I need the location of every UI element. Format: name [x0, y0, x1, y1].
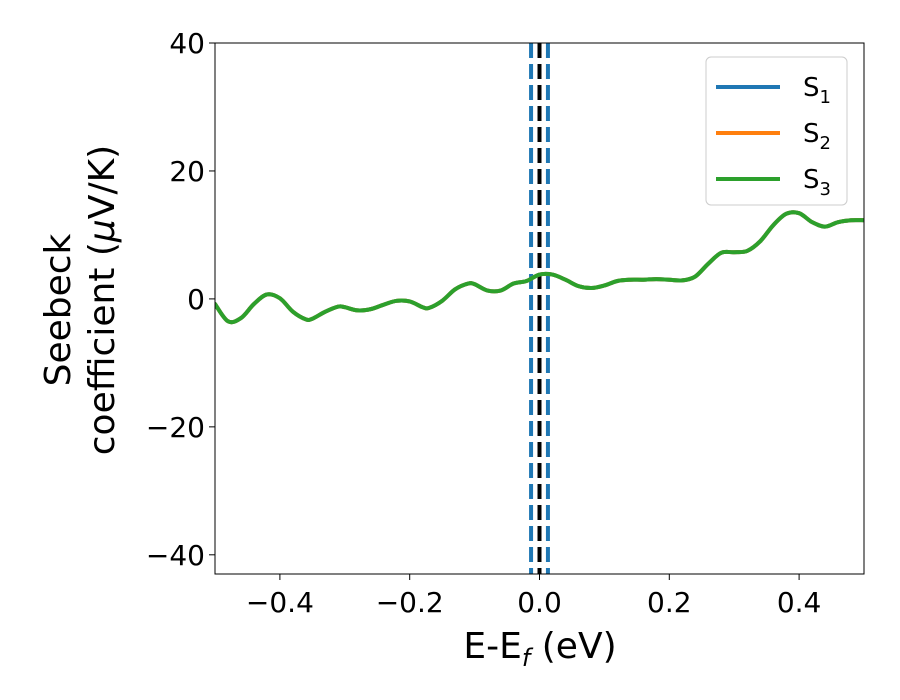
y-tick-label: 0 — [187, 283, 205, 316]
y-tick-label: 20 — [169, 155, 205, 188]
legend-label-s3: S3 — [803, 165, 831, 200]
x-axis-label: E-Ef (eV) — [463, 626, 616, 672]
y-tick-label: −20 — [146, 411, 205, 444]
series-line-s3 — [215, 210, 864, 325]
x-tick-label: −0.4 — [246, 586, 314, 619]
x-tick-label: 0.0 — [517, 586, 562, 619]
y-axis-label-line2: coefficient (μV/K) — [82, 145, 123, 455]
y-tick-label: −40 — [146, 539, 205, 572]
x-tick-label: −0.2 — [376, 586, 444, 619]
x-tick-label: 0.2 — [647, 586, 692, 619]
legend-label-s1: S1 — [803, 73, 831, 108]
legend: S1 S2 S3 — [705, 56, 848, 206]
y-axis-label-line1: Seebeck — [38, 233, 79, 386]
x-tick-label: 0.4 — [777, 586, 822, 619]
y-tick-label: 40 — [169, 27, 205, 60]
legend-label-s2: S2 — [803, 119, 831, 154]
